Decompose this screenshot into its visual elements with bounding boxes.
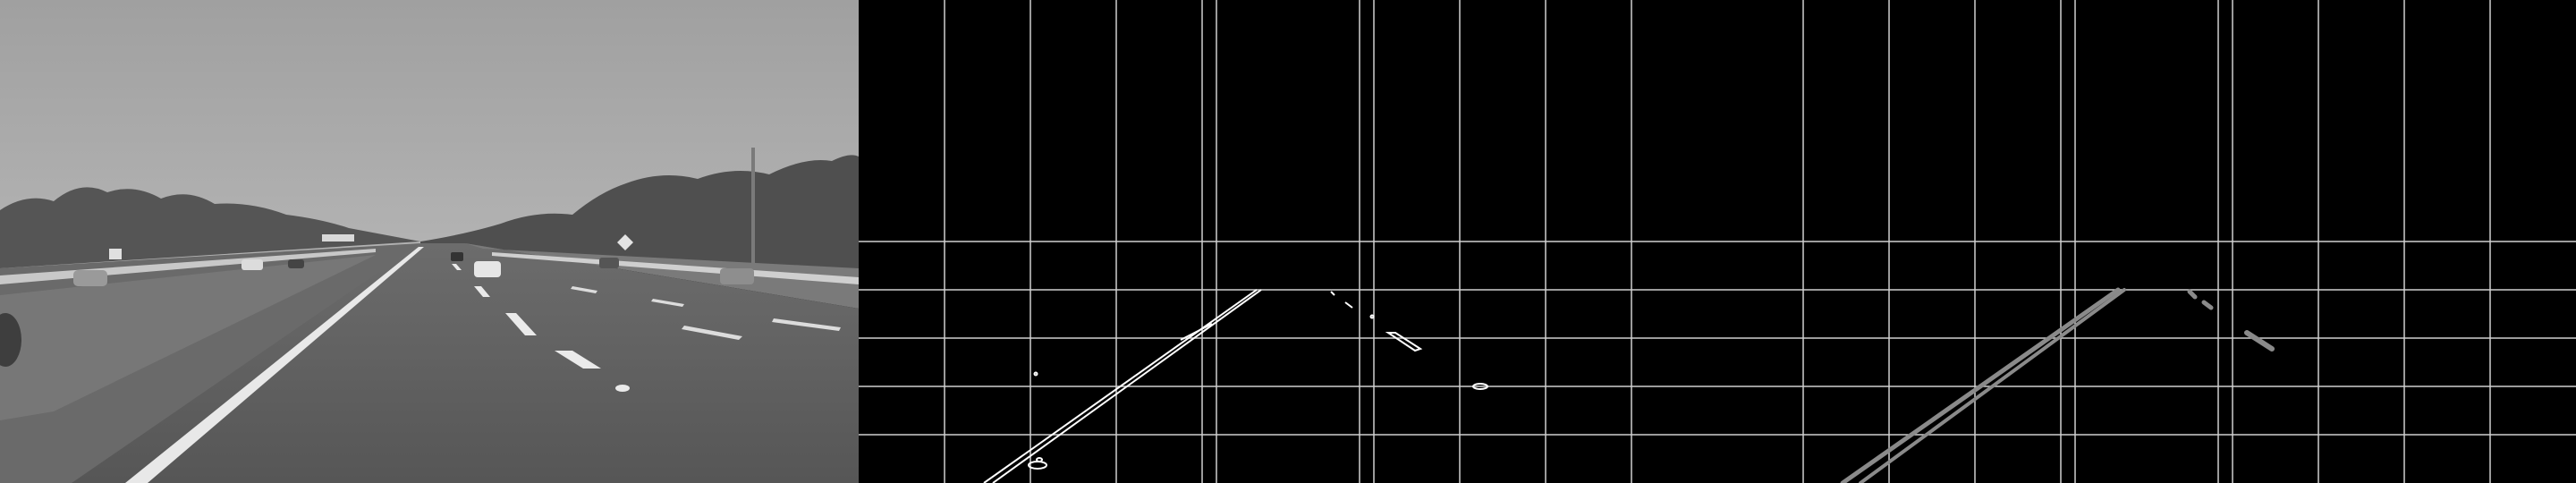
detected-edges	[983, 289, 1488, 483]
car	[474, 261, 501, 277]
edge-detection-panel	[859, 0, 1717, 483]
road-sign	[109, 249, 122, 259]
treeline-right	[420, 155, 859, 268]
grid-lines	[1717, 0, 2576, 483]
lane-line-right-dashed	[452, 264, 630, 392]
road-photo-canvas	[0, 0, 859, 483]
lane-line-far-right	[571, 286, 841, 340]
hough-lane-lines	[1840, 287, 2275, 483]
car	[73, 270, 107, 286]
treeline-left	[0, 187, 420, 268]
grayscale-road-photo	[0, 0, 859, 483]
guardrail-right	[492, 252, 859, 284]
grid-lines	[859, 0, 1717, 483]
car	[720, 268, 754, 284]
bush-foreground	[0, 313, 21, 367]
car	[242, 259, 263, 270]
lane-line-left-solid	[125, 247, 424, 483]
grass-left-shade	[0, 255, 376, 420]
car	[451, 252, 463, 261]
edge-map-canvas	[859, 0, 1717, 483]
lane-lines-canvas	[1717, 0, 2576, 483]
diamond-warning-sign	[617, 234, 633, 250]
vehicles	[73, 252, 754, 286]
car	[599, 258, 619, 268]
car	[288, 259, 304, 268]
lane-detection-panel	[1717, 0, 2576, 483]
road-sign	[322, 234, 354, 242]
light-pole	[751, 148, 755, 264]
